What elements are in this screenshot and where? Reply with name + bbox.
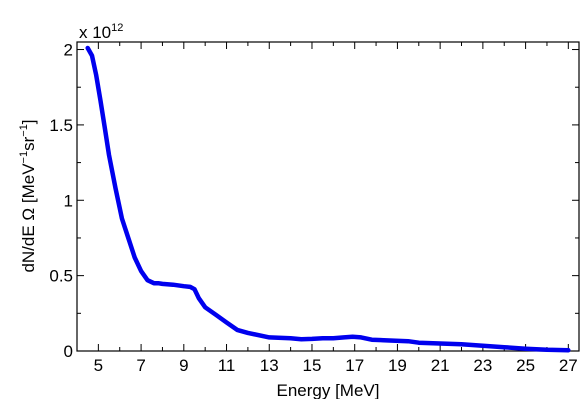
y-axis-label-part-1: −1 <box>18 151 30 164</box>
x-tick-label: 9 <box>179 356 188 375</box>
x-tick-label: 21 <box>431 356 450 375</box>
plot-frame <box>76 41 580 352</box>
y-axis-label-part-2: sr <box>19 136 38 151</box>
y-axis-label: dN/dE Ω [MeV−1sr−1] <box>18 119 38 272</box>
x-tick-label: 19 <box>388 356 407 375</box>
y-tick-label: 0 <box>64 342 73 361</box>
x-tick-label: 7 <box>136 356 145 375</box>
x-axis-label: Energy [MeV] <box>277 381 380 399</box>
series-line <box>85 45 571 353</box>
y-multiplier-exponent: 12 <box>111 22 123 34</box>
y-tick-label: 0.5 <box>49 267 73 286</box>
x-tick-label: 11 <box>218 356 236 375</box>
y-tick-label: 2 <box>64 41 73 60</box>
y-axis-ticks: 0 0.5 1 1.5 2 <box>49 41 579 361</box>
x-axis-ticks: 5 7 9 11 13 15 17 19 21 23 25 27 <box>94 42 578 375</box>
y-multiplier-base: x 10 <box>79 23 111 42</box>
y-tick-label: 1 <box>64 191 73 210</box>
y-axis-label-part-4: ] <box>19 119 38 124</box>
x-tick-label: 27 <box>559 356 578 375</box>
x-tick-label: 13 <box>260 356 279 375</box>
y-axis-label-part-3: −1 <box>18 124 30 137</box>
x-tick-label: 5 <box>94 356 103 375</box>
x-tick-label: 25 <box>516 356 535 375</box>
y-tick-label: 1.5 <box>49 116 73 135</box>
x-tick-label: 15 <box>303 356 322 375</box>
x-tick-label: 17 <box>345 356 364 375</box>
y-axis-label-part-0: dN/dE Ω [MeV <box>19 163 38 273</box>
x-tick-label: 23 <box>473 356 492 375</box>
y-multiplier: x 1012 <box>79 22 123 42</box>
